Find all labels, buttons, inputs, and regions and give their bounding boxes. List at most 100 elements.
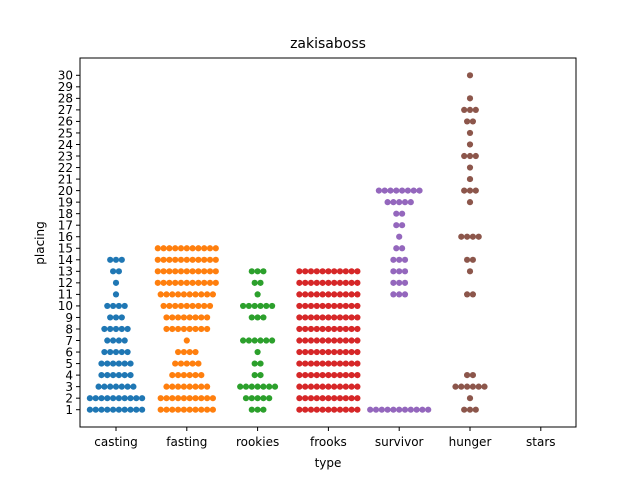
data-point (348, 360, 355, 367)
data-point (393, 222, 400, 229)
data-point (245, 302, 252, 310)
data-point (260, 395, 267, 402)
y-tick-label: 9 (65, 311, 73, 325)
data-point (325, 268, 332, 275)
data-point (257, 337, 264, 344)
data-point (110, 302, 117, 310)
data-point (396, 406, 403, 413)
data-point (154, 268, 161, 275)
data-point (354, 383, 361, 390)
data-point (115, 372, 122, 379)
data-point (354, 268, 361, 275)
data-point (175, 348, 182, 356)
data-point (302, 360, 309, 367)
x-tick-label: fasting (166, 435, 207, 449)
data-point (189, 279, 196, 286)
data-point (183, 279, 190, 286)
data-point (319, 291, 326, 298)
data-point (466, 268, 474, 275)
data-point (313, 337, 320, 344)
data-point (124, 383, 131, 390)
y-tick-label: 7 (65, 334, 73, 348)
data-point (104, 360, 111, 367)
data-point (166, 302, 173, 310)
data-point (466, 164, 474, 171)
data-point (336, 360, 344, 367)
data-point (154, 279, 161, 286)
data-point (118, 348, 125, 356)
data-point (204, 291, 211, 298)
data-point (472, 152, 479, 160)
data-point (195, 268, 202, 275)
data-point (121, 302, 128, 310)
x-tick-label: survivor (375, 435, 424, 449)
data-point (195, 245, 202, 252)
data-point (192, 291, 199, 298)
data-point (110, 395, 117, 402)
data-point (169, 395, 176, 402)
data-point (348, 302, 355, 310)
data-point (251, 279, 258, 286)
data-point (401, 256, 409, 263)
data-point (354, 348, 361, 356)
data-point (177, 360, 185, 367)
data-point (331, 325, 338, 333)
data-point (242, 395, 250, 402)
data-point (172, 268, 179, 275)
data-point (342, 291, 349, 298)
data-point (248, 383, 255, 390)
y-tick-label: 26 (58, 115, 73, 129)
data-point (189, 245, 196, 252)
data-point (296, 406, 303, 413)
data-point (325, 291, 332, 298)
data-point (342, 348, 349, 356)
data-point (260, 268, 267, 275)
data-point (254, 395, 261, 402)
data-point (331, 302, 338, 310)
data-point (139, 395, 146, 402)
data-point (302, 302, 309, 310)
data-point (121, 395, 128, 402)
data-point (313, 325, 320, 333)
data-point (336, 302, 344, 310)
data-point (110, 337, 117, 344)
data-point (313, 279, 320, 286)
data-point (354, 395, 361, 402)
data-point (461, 152, 468, 160)
y-tick-label: 25 (58, 126, 73, 140)
data-point (325, 383, 332, 390)
x-tick-label: stars (526, 435, 556, 449)
data-point (331, 291, 338, 298)
data-point (118, 383, 125, 390)
y-tick-label: 12 (58, 276, 73, 290)
data-point (260, 383, 267, 390)
data-point (175, 395, 182, 402)
data-point (396, 199, 403, 206)
data-point (177, 268, 185, 275)
data-point (331, 372, 338, 379)
data-point (313, 372, 320, 379)
data-point (177, 256, 185, 263)
chart-title: zakisaboss (290, 36, 366, 52)
data-point (336, 395, 344, 402)
data-point (319, 314, 326, 321)
data-point (160, 302, 167, 310)
data-point (342, 337, 349, 344)
data-point (461, 406, 468, 413)
data-point (263, 337, 270, 344)
data-point (251, 302, 258, 310)
data-point (192, 383, 199, 390)
data-point (192, 314, 199, 321)
data-point (354, 337, 361, 344)
data-point (319, 372, 326, 379)
data-point (260, 314, 267, 321)
data-point (195, 360, 202, 367)
data-point (204, 325, 211, 333)
data-point (254, 406, 261, 413)
y-tick-label: 15 (58, 242, 73, 256)
data-point (169, 406, 176, 413)
data-point (183, 268, 190, 275)
data-point (302, 279, 309, 286)
data-point (257, 372, 264, 379)
data-point (325, 348, 332, 356)
